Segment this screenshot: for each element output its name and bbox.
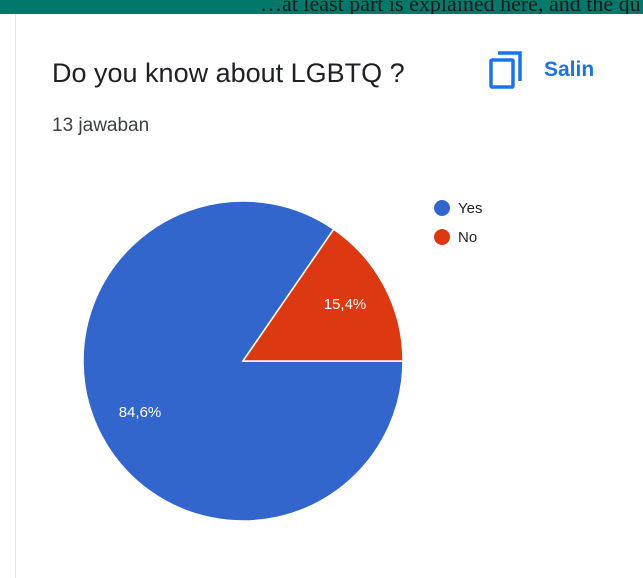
legend-label-yes: Yes (458, 200, 482, 217)
card-border (15, 14, 16, 578)
header-bar (0, 0, 643, 14)
header-overflow-text: …at least part is explained here, and th… (260, 0, 640, 14)
legend-label-no: No (458, 229, 477, 246)
slice-label-no: 15,4% (324, 296, 367, 313)
copy-button-label: Salin (544, 58, 595, 81)
legend-marker-no (434, 229, 450, 245)
copy-icon (489, 51, 522, 89)
slice-label-yes: 84,6% (119, 404, 162, 421)
pie-slice-no (241, 228, 404, 362)
question-title: Do you know about LGBTQ ? (52, 58, 405, 88)
copy-button[interactable]: Salin (488, 48, 616, 92)
legend-marker-yes (434, 200, 450, 216)
response-count: 13 jawaban (52, 115, 150, 136)
